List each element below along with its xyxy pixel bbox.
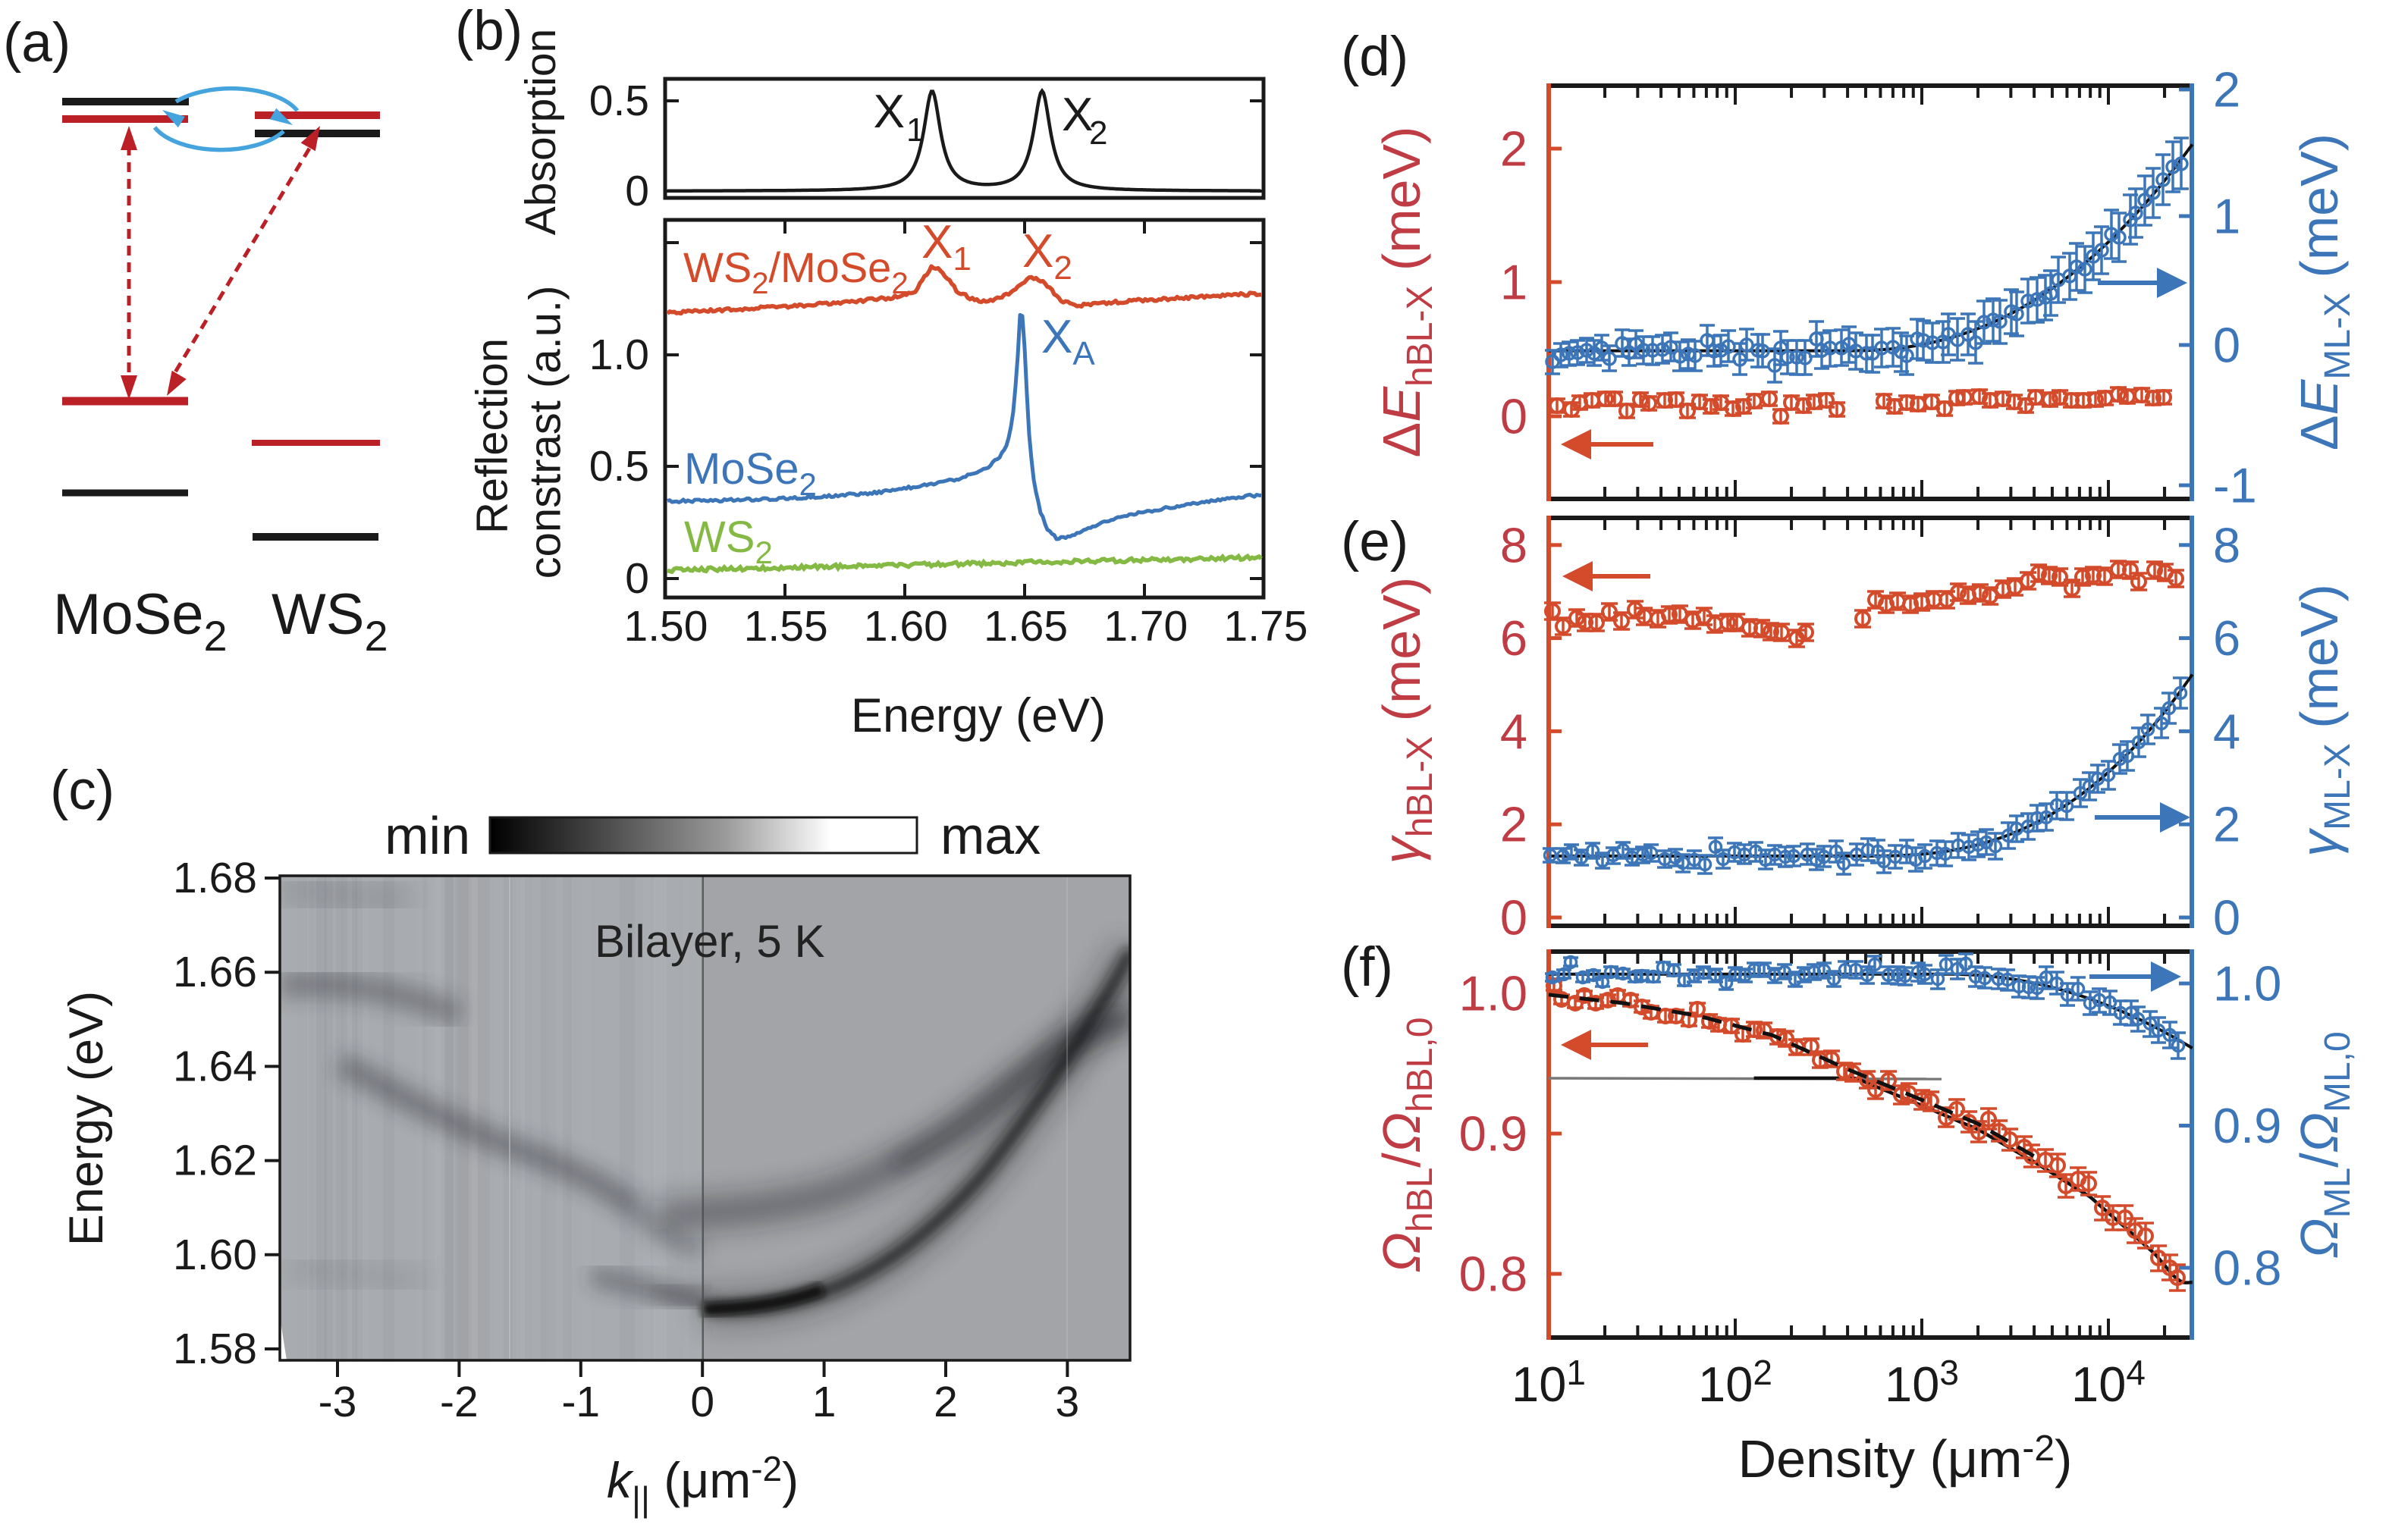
svg-text:0.8: 0.8	[1459, 1247, 1527, 1302]
svg-text:Bilayer, 5 K: Bilayer, 5 K	[595, 916, 825, 967]
svg-text:γhBL-X (meV): γhBL-X (meV)	[1372, 577, 1440, 864]
svg-text:103: 103	[1885, 1353, 1959, 1412]
svg-text:0: 0	[2213, 318, 2240, 373]
svg-text:1.62: 1.62	[173, 1137, 257, 1185]
svg-text:1.0: 1.0	[1459, 966, 1527, 1021]
svg-text:1.50: 1.50	[624, 602, 708, 651]
svg-text:1.65: 1.65	[984, 602, 1068, 651]
svg-text:Absorption: Absorption	[516, 29, 565, 236]
svg-text:1: 1	[1500, 255, 1527, 310]
svg-text:4: 4	[2213, 704, 2240, 759]
svg-text:γML-X (meV): γML-X (meV)	[2290, 584, 2358, 857]
svg-text:(c): (c)	[50, 760, 115, 821]
svg-text:Energy (eV): Energy (eV)	[60, 991, 113, 1246]
svg-text:4: 4	[1500, 704, 1527, 759]
svg-text:(b): (b)	[455, 0, 523, 61]
svg-text:1.60: 1.60	[173, 1231, 257, 1279]
svg-text:Density (μm-2): Density (μm-2)	[1738, 1429, 2073, 1488]
svg-text:0.8: 0.8	[2213, 1240, 2281, 1296]
svg-text:1.55: 1.55	[744, 602, 828, 651]
svg-text:6: 6	[1500, 610, 1527, 666]
svg-text:ΔEML-X (meV): ΔEML-X (meV)	[2290, 133, 2358, 450]
svg-text:1: 1	[2213, 189, 2240, 244]
svg-text:0: 0	[1500, 890, 1527, 946]
svg-text:1.66: 1.66	[173, 948, 257, 996]
svg-text:0.9: 0.9	[2213, 1098, 2281, 1153]
svg-text:X: X	[1062, 89, 1093, 141]
svg-text:(a): (a)	[3, 12, 71, 74]
svg-text:ΩML/ΩML,0: ΩML/ΩML,0	[2290, 1031, 2358, 1258]
svg-text:3: 3	[1056, 1378, 1080, 1426]
svg-text:-2: -2	[440, 1378, 479, 1426]
svg-text:0.5: 0.5	[589, 442, 649, 491]
svg-text:2: 2	[1089, 114, 1107, 152]
svg-text:k|| (μm-2): k|| (μm-2)	[607, 1449, 799, 1519]
svg-text:-1: -1	[561, 1378, 600, 1426]
svg-text:1.68: 1.68	[173, 854, 257, 902]
svg-text:1: 1	[906, 111, 925, 149]
svg-text:Reflection: Reflection	[468, 338, 517, 534]
svg-text:constrast (a.u.): constrast (a.u.)	[521, 286, 570, 579]
svg-text:1.0: 1.0	[589, 331, 649, 379]
svg-text:ΩhBL/ΩhBL,0: ΩhBL/ΩhBL,0	[1372, 1018, 1440, 1273]
svg-text:(e): (e)	[1341, 511, 1408, 572]
svg-text:(d): (d)	[1341, 26, 1408, 87]
svg-text:(f): (f)	[1341, 936, 1393, 998]
svg-text:6: 6	[2213, 610, 2240, 666]
svg-text:0.9: 0.9	[1459, 1106, 1527, 1162]
svg-text:Energy (eV): Energy (eV)	[851, 689, 1106, 742]
svg-text:1.75: 1.75	[1224, 602, 1308, 651]
svg-text:X: X	[874, 86, 905, 138]
svg-text:1.70: 1.70	[1103, 602, 1188, 651]
svg-text:2: 2	[2213, 62, 2240, 118]
svg-text:8: 8	[2213, 517, 2240, 572]
svg-text:1.64: 1.64	[173, 1042, 257, 1090]
svg-text:1: 1	[812, 1378, 837, 1426]
svg-text:1.60: 1.60	[864, 602, 948, 651]
svg-text:2: 2	[2213, 797, 2240, 852]
svg-text:0: 0	[625, 167, 649, 215]
svg-text:8: 8	[1500, 517, 1527, 572]
svg-text:2: 2	[1500, 121, 1527, 177]
svg-text:2: 2	[934, 1378, 958, 1426]
svg-text:0: 0	[2213, 890, 2240, 946]
svg-text:2: 2	[1500, 797, 1527, 852]
svg-text:1.0: 1.0	[2213, 956, 2281, 1012]
svg-text:0: 0	[625, 554, 649, 603]
svg-text:max: max	[940, 806, 1041, 865]
svg-text:-1: -1	[2213, 458, 2257, 513]
svg-text:min: min	[385, 806, 470, 865]
svg-text:0: 0	[690, 1378, 714, 1426]
svg-text:0.5: 0.5	[589, 77, 649, 125]
svg-text:WS2/MoSe2: WS2/MoSe2	[683, 243, 909, 300]
svg-text:-3: -3	[319, 1378, 357, 1426]
svg-text:0: 0	[1500, 389, 1527, 444]
svg-text:1.58: 1.58	[173, 1325, 257, 1373]
svg-text:MoSe2: MoSe2	[684, 444, 817, 502]
